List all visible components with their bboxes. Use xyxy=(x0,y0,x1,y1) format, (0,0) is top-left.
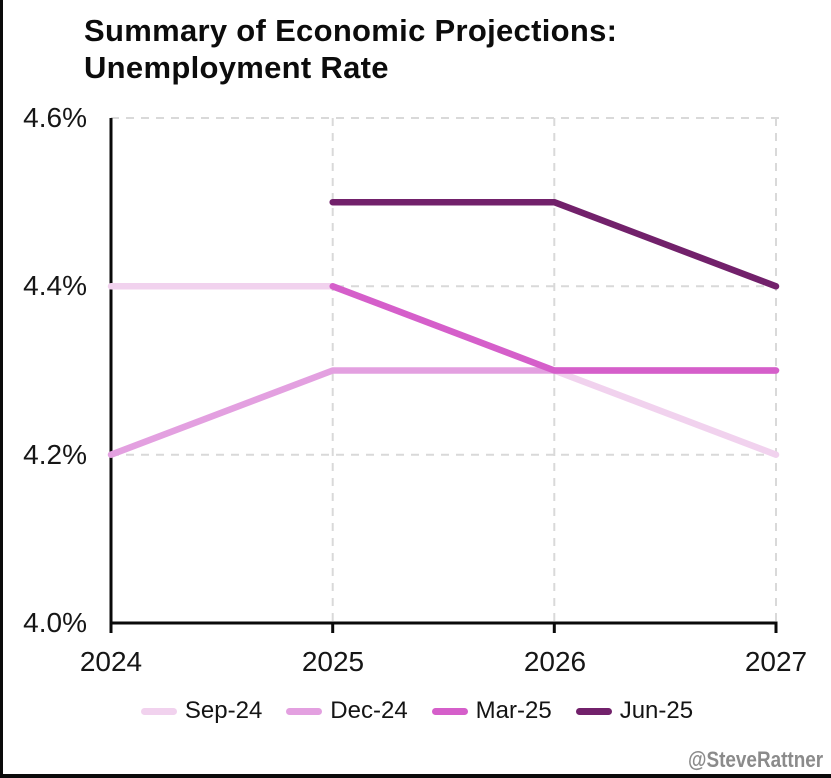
series-line-mar-25 xyxy=(329,283,780,374)
series-line-dec-24 xyxy=(107,367,780,458)
legend-item-mar-25: Mar-25 xyxy=(431,697,552,725)
y-tick-label-4-0: 4.0% xyxy=(23,607,87,638)
attribution-handle: @SteveRattner xyxy=(687,747,823,772)
legend-swatch-mar-25 xyxy=(431,707,468,715)
series-line-jun-25 xyxy=(329,198,780,290)
legend-label-dec-24: Dec-24 xyxy=(330,697,408,724)
x-tick-label-2024: 2024 xyxy=(79,646,143,677)
x-tick-label-2025: 2025 xyxy=(301,646,365,677)
legend-swatch-sep-24 xyxy=(140,707,177,715)
legend-swatch-jun-25 xyxy=(575,707,612,715)
chart-title-line-2: Unemployment Rate xyxy=(84,50,389,85)
y-tick-label-4-4: 4.4% xyxy=(23,270,87,301)
legend-swatch-dec-24 xyxy=(286,707,323,715)
legend-item-jun-25: Jun-25 xyxy=(575,697,694,725)
x-tick-label-2027: 2027 xyxy=(744,646,808,677)
chart-plot xyxy=(107,117,780,633)
legend-label-jun-25: Jun-25 xyxy=(619,697,694,724)
legend: Sep-24 Dec-24 Mar-25 Jun-25 xyxy=(3,697,831,725)
legend-item-dec-24: Dec-24 xyxy=(286,697,408,725)
legend-item-sep-24: Sep-24 xyxy=(140,697,263,725)
legend-label-sep-24: Sep-24 xyxy=(184,697,263,724)
chart-title-line-1: Summary of Economic Projections: xyxy=(84,13,618,48)
legend-label-mar-25: Mar-25 xyxy=(475,697,552,724)
x-tick-label-2026: 2026 xyxy=(523,646,587,677)
y-tick-label-4-6: 4.6% xyxy=(23,102,87,133)
chart-title: Summary of Economic Projections: Unemplo… xyxy=(84,12,617,86)
y-tick-label-4-2: 4.2% xyxy=(23,439,87,470)
